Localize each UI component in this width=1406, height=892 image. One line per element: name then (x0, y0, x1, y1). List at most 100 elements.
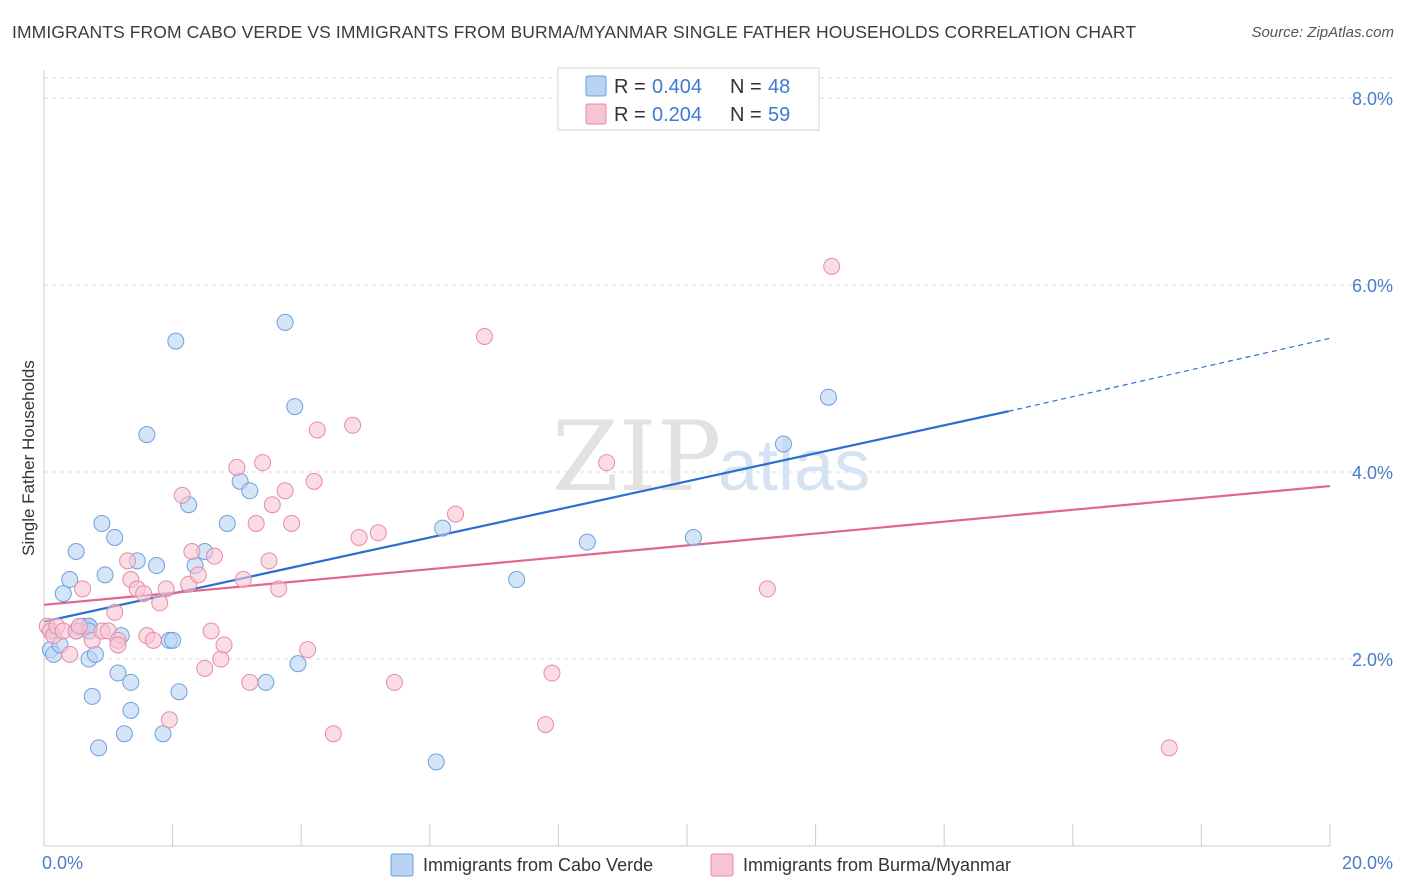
stats-legend: R = 0.404 N = 48 R = 0.204 N = 59 (557, 67, 820, 131)
trend-line-pink (43, 484, 1331, 606)
legend-swatch-burma (585, 103, 607, 125)
data-point-blue (54, 585, 72, 603)
data-point-pink (205, 547, 223, 565)
y-tick-label: 6.0% (1352, 276, 1393, 296)
data-point-blue (106, 528, 124, 546)
data-point-blue (508, 571, 526, 589)
legend-swatch-cabo-verde (585, 75, 607, 97)
watermark-zip: ZIP (552, 401, 721, 513)
trend-line-blue (43, 410, 1009, 623)
data-point-pink (135, 585, 153, 603)
legend-r-value-1: 0.204 (652, 104, 702, 126)
data-point-pink (151, 594, 169, 612)
data-point-blue (138, 426, 156, 444)
data-point-pink (228, 458, 246, 476)
data-point-pink (299, 641, 317, 659)
legend-r-label-0: R = (614, 76, 646, 98)
data-point-pink (543, 664, 561, 682)
data-point-pink (260, 552, 278, 570)
data-point-blue (167, 332, 185, 350)
data-point-blue (164, 631, 182, 649)
watermark: ZIP atlas (552, 401, 870, 513)
legend-r-value-0: 0.404 (652, 76, 702, 98)
y-axis-label: Single Father Households (19, 360, 38, 556)
data-point-pink (344, 416, 362, 434)
data-point-pink (61, 645, 79, 663)
trend-lines (43, 337, 1331, 623)
series-legend: Immigrants from Cabo Verde Immigrants fr… (390, 853, 1011, 877)
legend-r-label-1: R = (614, 104, 646, 126)
series-legend-swatch-cabo-verde (390, 853, 414, 877)
legend-n-label-1: N = (730, 104, 762, 126)
data-point-pink (144, 631, 162, 649)
data-point-pink (234, 571, 252, 589)
data-point-pink (70, 617, 88, 635)
data-point-pink (475, 327, 493, 345)
data-point-blue (276, 313, 294, 331)
legend-n-value-0: 48 (768, 76, 790, 98)
data-point-pink (305, 472, 323, 490)
data-point-blue (154, 725, 172, 743)
data-point-blue (218, 514, 236, 532)
data-point-pink (74, 580, 92, 598)
data-point-pink (324, 725, 342, 743)
data-point-blue (61, 571, 79, 589)
data-point-blue (67, 542, 85, 560)
data-point-blue (86, 645, 104, 663)
data-point-blue (170, 683, 188, 701)
trend-line-extension-blue (1008, 337, 1331, 412)
data-point-pink (109, 636, 127, 654)
axes (43, 70, 1331, 847)
data-point-pink (263, 496, 281, 514)
series-legend-label-burma: Immigrants from Burma/Myanmar (743, 855, 1011, 875)
data-point-pink (212, 650, 230, 668)
data-point-pink (247, 514, 265, 532)
data-point-blue (774, 435, 792, 453)
x-tick-label-max: 20.0% (1342, 853, 1393, 873)
data-point-pink (254, 454, 272, 472)
source-credit: Source: ZipAtlas.com (1251, 24, 1394, 41)
data-point-blue (115, 725, 133, 743)
data-point-pink (447, 505, 465, 523)
data-point-pink (369, 524, 387, 542)
data-point-blue (122, 701, 140, 719)
data-point-blue (90, 739, 108, 757)
data-point-pink (283, 514, 301, 532)
data-point-pink (823, 257, 841, 275)
watermark-atlas: atlas (718, 426, 870, 506)
data-point-blue (819, 388, 837, 406)
legend-n-value-1: 59 (768, 104, 790, 126)
tick-labels: 2.0% 4.0% 6.0% 8.0% 0.0% 20.0% (42, 89, 1393, 873)
data-point-pink (106, 603, 124, 621)
data-point-pink (308, 421, 326, 439)
y-tick-label: 4.0% (1352, 463, 1393, 483)
data-point-pink (202, 622, 220, 640)
data-point-pink (598, 454, 616, 472)
y-tick-label: 8.0% (1352, 89, 1393, 109)
series-legend-label-cabo-verde: Immigrants from Cabo Verde (423, 855, 653, 875)
series-legend-swatch-burma (710, 853, 734, 877)
data-point-blue (83, 687, 101, 705)
data-point-pink (196, 659, 214, 677)
data-point-pink (183, 542, 201, 560)
data-point-pink (189, 566, 207, 584)
data-point-pink (157, 580, 175, 598)
data-point-pink (270, 580, 288, 598)
data-point-pink (215, 636, 233, 654)
data-point-blue (122, 673, 140, 691)
data-points (38, 257, 1178, 771)
data-point-pink (350, 528, 368, 546)
data-point-pink (173, 486, 191, 504)
data-point-blue (578, 533, 596, 551)
y-tick-label: 2.0% (1352, 650, 1393, 670)
data-point-blue (148, 557, 166, 575)
data-point-blue (286, 398, 304, 416)
data-point-blue (289, 655, 307, 673)
data-point-blue (684, 528, 702, 546)
data-point-blue (257, 673, 275, 691)
data-point-blue (427, 753, 445, 771)
data-point-blue (241, 482, 259, 500)
data-point-blue (93, 514, 111, 532)
x-tick-label-min: 0.0% (42, 853, 83, 873)
